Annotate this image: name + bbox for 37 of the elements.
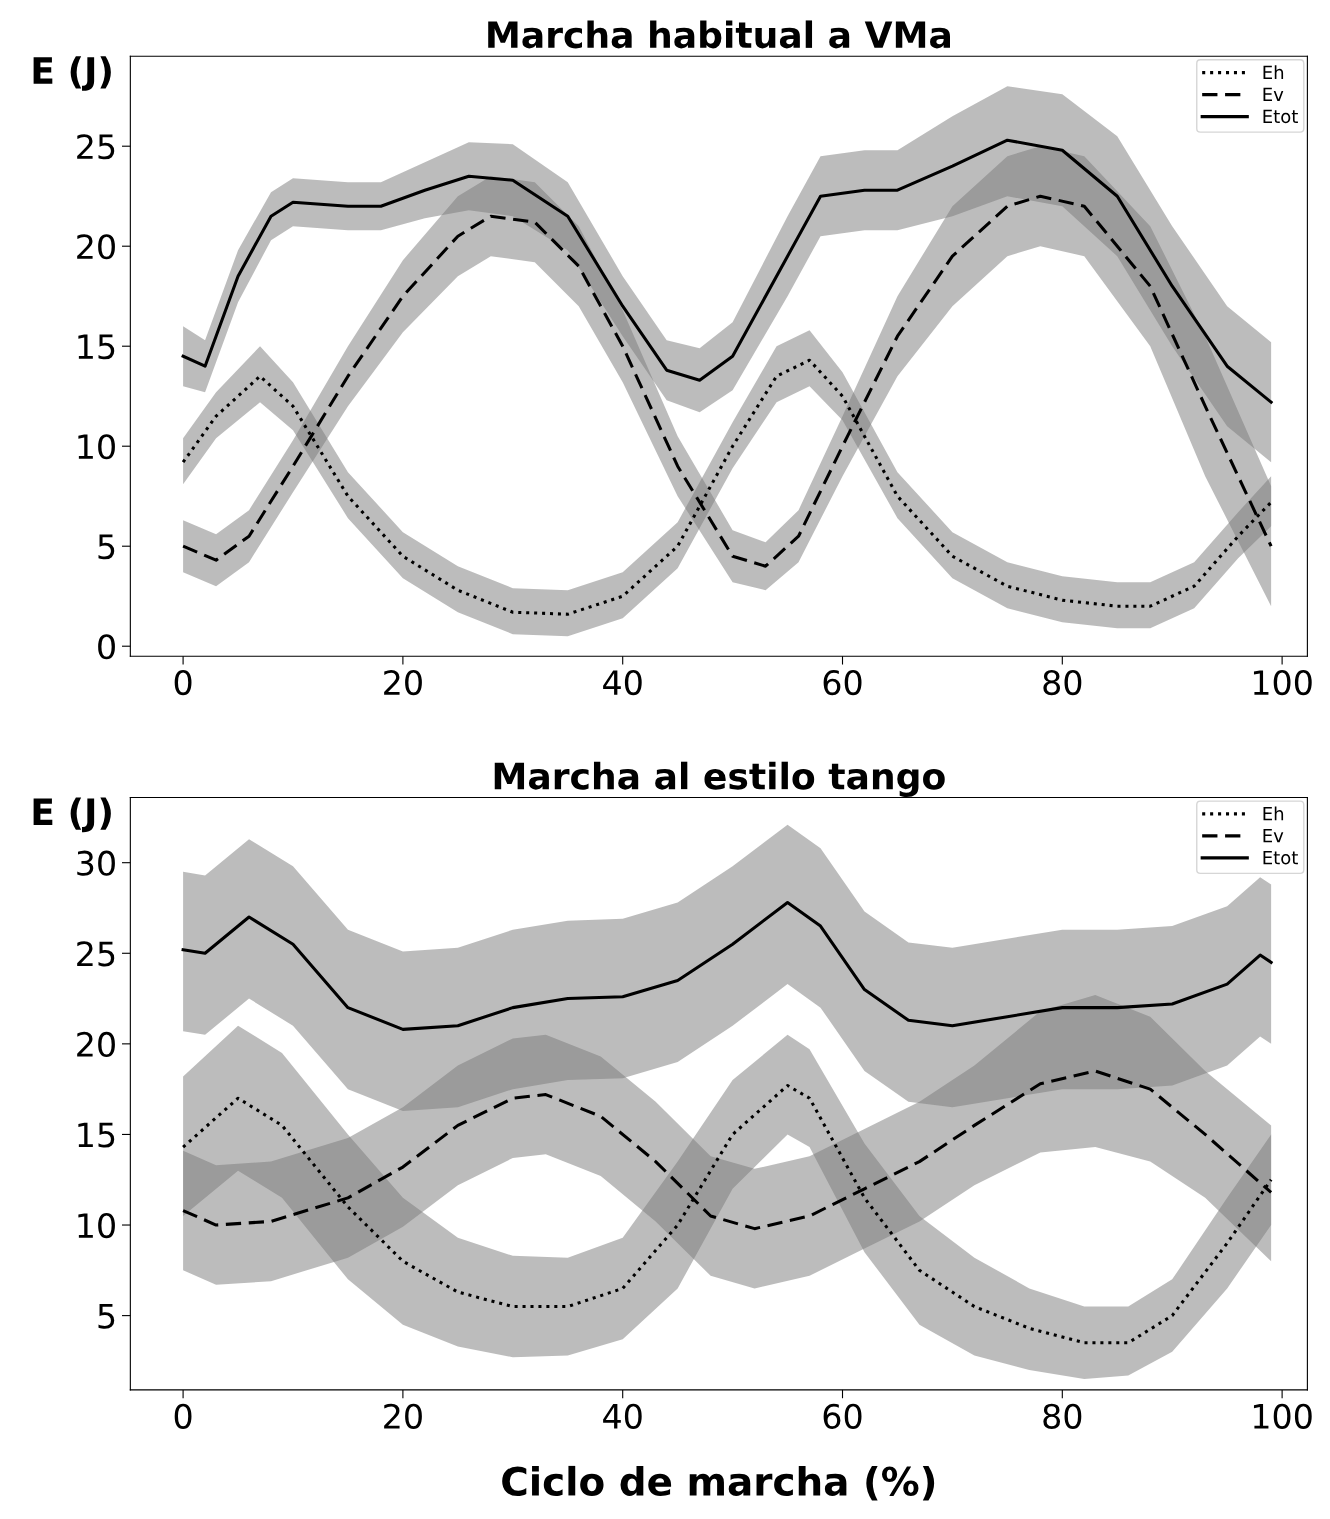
x-tick-label: 60 xyxy=(823,1403,862,1429)
y-tick-label: 0 xyxy=(98,634,115,660)
chart-title: Marcha al estilo tango xyxy=(494,761,945,797)
y-tick-label: 15 xyxy=(78,1122,115,1148)
y-tick-label: 15 xyxy=(78,334,115,360)
x-axis-title: Ciclo de marcha (%) xyxy=(502,1465,935,1501)
y-tick-label: 25 xyxy=(77,941,115,967)
y-tick-label: 10 xyxy=(78,1212,115,1239)
x-tick-label: 20 xyxy=(384,1403,422,1429)
y-tick-label: 5 xyxy=(98,1303,115,1329)
y-tick-label: 20 xyxy=(77,234,115,260)
line-series xyxy=(181,138,1273,404)
legend-label: Ev xyxy=(1263,829,1284,843)
legend-label: Etot xyxy=(1263,109,1298,124)
line-series xyxy=(181,901,1273,1031)
y-tick-label: 30 xyxy=(77,850,115,876)
legend-label: Etot xyxy=(1263,851,1298,865)
x-tick-label: 40 xyxy=(603,669,642,696)
y-tick-label: 25 xyxy=(77,134,115,160)
x-tick-label: 80 xyxy=(1043,669,1082,696)
x-tick-label: 0 xyxy=(174,669,192,696)
y-tick-label: 5 xyxy=(98,534,115,560)
x-tick-label: 100 xyxy=(1253,1403,1312,1429)
x-tick-label: 40 xyxy=(603,1403,642,1429)
chart-title: Marcha habitual a VMa xyxy=(488,20,950,49)
x-tick-label: 20 xyxy=(384,669,422,696)
y-tick-label: 20 xyxy=(77,1031,115,1057)
y-axis-title: E (J) xyxy=(33,56,111,91)
x-tick-label: 80 xyxy=(1043,1403,1082,1429)
legend-label: Ev xyxy=(1263,87,1284,101)
y-axis-title: E (J) xyxy=(33,797,111,833)
legend-label: Eh xyxy=(1263,65,1284,79)
legend-label: Eh xyxy=(1263,806,1284,821)
y-tick-label: 10 xyxy=(78,434,115,460)
x-tick-label: 0 xyxy=(174,1403,192,1429)
x-tick-label: 100 xyxy=(1253,669,1312,696)
x-tick-label: 60 xyxy=(823,669,862,696)
